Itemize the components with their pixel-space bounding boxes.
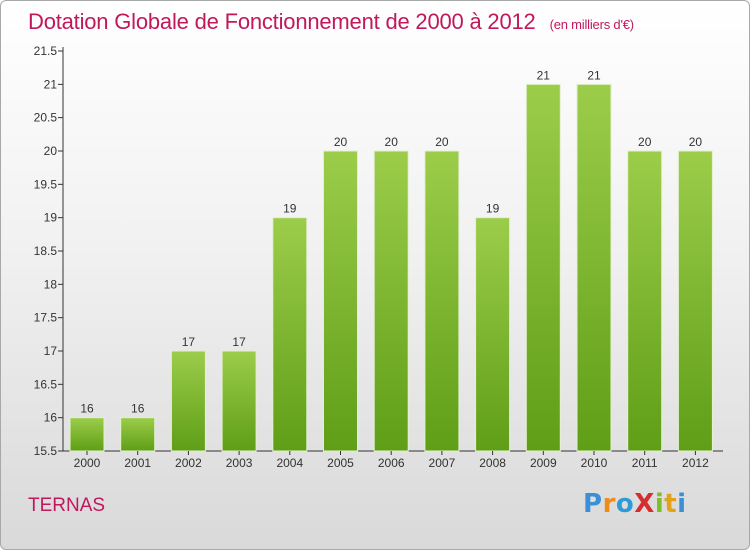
bar: [221, 350, 257, 452]
bar-value-label: 19: [283, 202, 297, 216]
x-tick-label: 2010: [581, 456, 608, 470]
y-tick-label: 20.5: [34, 111, 58, 125]
bar-value-label: 21: [587, 68, 601, 82]
logo-letter: i: [654, 489, 665, 519]
y-tick-label: 20: [44, 144, 58, 158]
y-tick-label: 16: [44, 411, 58, 425]
y-tick-label: 15.5: [34, 444, 58, 458]
x-tick-label: 2006: [378, 456, 405, 470]
bar-value-label: 20: [385, 135, 399, 149]
bar: [677, 150, 713, 452]
bar: [323, 150, 358, 452]
bar-value-label: 21: [537, 68, 551, 82]
bar-value-label: 16: [131, 402, 145, 416]
y-tick-label: 16.5: [34, 377, 58, 391]
bar: [424, 150, 460, 452]
bar-value-label: 20: [334, 135, 348, 149]
bar: [373, 150, 409, 452]
y-tick-label: 19.5: [34, 177, 58, 191]
bar: [576, 83, 612, 452]
x-tick-label: 2001: [124, 456, 151, 470]
bar: [69, 417, 105, 452]
x-tick-label: 2003: [226, 456, 253, 470]
x-tick-label: 2004: [276, 456, 303, 470]
bar: [272, 217, 308, 452]
bar-value-label: 16: [80, 402, 94, 416]
bar: [170, 350, 206, 452]
bar: [525, 83, 561, 452]
x-tick-label: 2002: [175, 456, 202, 470]
bar-value-label: 20: [435, 135, 449, 149]
logo-letter: t: [664, 489, 678, 519]
logo-letter: P: [583, 489, 603, 519]
bar: [475, 217, 511, 452]
bar-value-label: 20: [638, 135, 652, 149]
bar: [627, 150, 663, 452]
x-tick-label: 2000: [74, 456, 101, 470]
y-tick-label: 18.5: [34, 244, 58, 258]
bar: [120, 417, 156, 452]
logo-letter: i: [677, 489, 687, 519]
y-tick-label: 17: [44, 344, 58, 358]
logo-letter: o: [615, 489, 635, 519]
x-tick-label: 2007: [429, 456, 456, 470]
y-tick-label: 21.5: [34, 44, 58, 58]
location-label: TERNAS: [28, 495, 106, 516]
y-tick-label: 19: [44, 211, 58, 225]
x-tick-label: 2005: [327, 456, 354, 470]
x-tick-label: 2011: [632, 456, 658, 470]
y-tick-label: 17.5: [34, 311, 58, 325]
logo-letter: X: [634, 489, 655, 519]
x-tick-label: 2009: [530, 456, 557, 470]
y-tick-label: 21: [44, 77, 58, 91]
logo-letter: r: [602, 489, 616, 519]
bar-value-label: 19: [486, 202, 500, 216]
bar-value-label: 17: [182, 335, 196, 349]
proxiti-logo: ProXiti: [583, 489, 687, 519]
bar-value-label: 20: [689, 135, 703, 149]
chart-subtitle: (en milliers d'€): [549, 17, 635, 32]
chart-title: Dotation Globale de Fonctionnement de 20…: [28, 9, 635, 34]
bar-value-label: 17: [232, 335, 246, 349]
y-tick-label: 18: [44, 277, 58, 291]
x-tick-label: 2012: [682, 456, 709, 470]
x-tick-label: 2008: [479, 456, 506, 470]
